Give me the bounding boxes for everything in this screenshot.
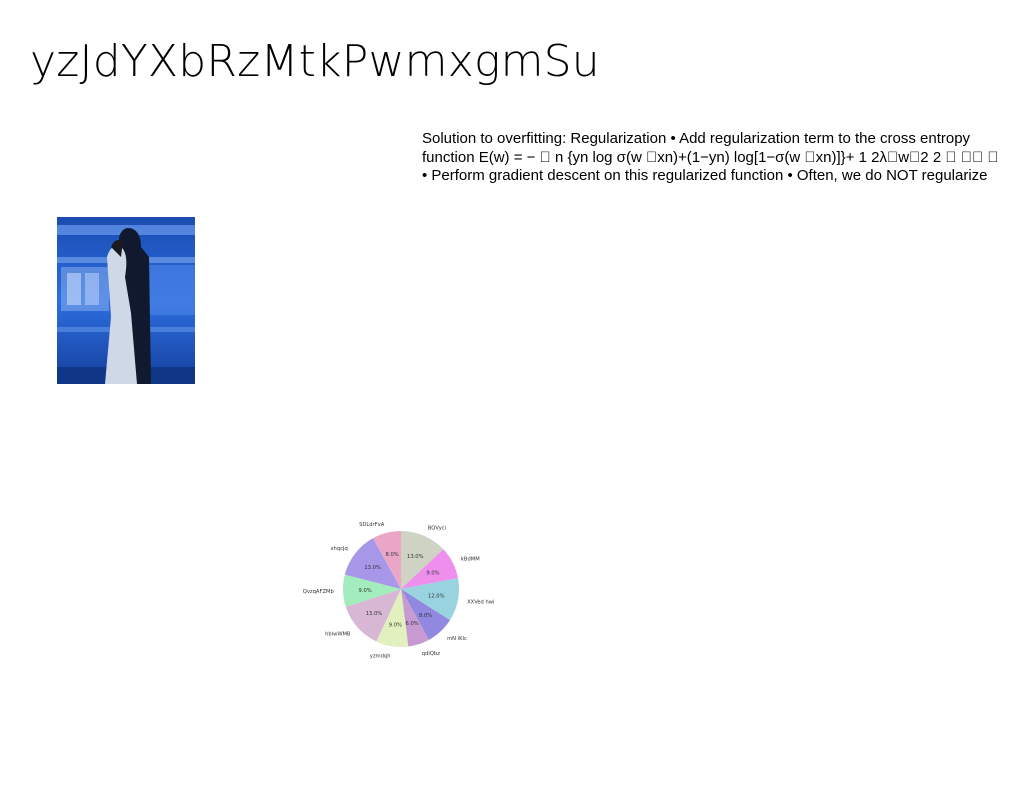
pie-pct-label: 12.0% [428,594,445,600]
pie-pct-label: 6.0% [406,621,419,627]
pie-pct-label: 8.0% [419,613,432,619]
photo-couple-train-platform-icon [57,217,195,384]
pie-pct-label: 9.0% [389,623,402,629]
pie-slice-BQVyci [401,531,444,589]
pie-slice-kBdMM [401,549,458,589]
pie-pct-label: 9.0% [359,588,372,594]
pie-slice-yzmdqh [376,589,409,647]
pie-category-label: yzmdqh [370,654,391,660]
pie-category-label: kBdMM [461,557,480,563]
slide-title: yzJdYXbRzMtkPwmxgmSu [30,36,600,87]
pie-pct-label: 8.0% [386,552,399,558]
pie-slice-qdlQbz [401,589,429,647]
pie-slice-SDLdrFvA [373,531,401,589]
body-line: Solution to overfitting: Regularization … [422,130,971,147]
pie-category-label: SDLdrFvA [359,522,385,528]
body-line: • Perform gradient descent on this regul… [422,167,988,184]
slide-photo [57,217,195,384]
pie-slice-hblwWMB [345,589,401,642]
pie-pct-label: 13.0% [366,611,383,617]
pie-pct-label: 13.0% [364,565,381,571]
pie-category-label: hblwWMB [325,632,351,638]
pie-pct-label: 9.0% [426,571,439,577]
pie-slice-xhqcJq [344,538,401,589]
pie-slice-QvzqAFZMb [343,574,401,607]
pie-slice-XXVed-hwi [401,578,459,621]
pie-category-label: BQVyci [428,525,446,531]
pie-category-label: qdlQbz [422,651,440,657]
pie-chart: 13.0% BQVyci 9.0% kBdMM 12.0% XXVed hwi 8.0% mN… [300,494,500,684]
pie-category-label: XXVed hwi [467,600,494,606]
pie-pct-label: 13.0% [407,554,424,560]
pie-category-label: QvzqAFZMb [303,589,335,595]
pie-chart-canvas: 13.0% BQVyci 9.0% kBdMM 12.0% XXVed hwi 8.0% mN… [303,522,495,660]
slide-body-text: Solution to overfitting: Regularization … [422,130,1024,186]
pie-category-label: xhqcJq [330,546,347,552]
body-line: function E(w) = −   n {yn log σ(w  xn)+(… [422,148,999,166]
pie-slice-mN-iKlc [401,589,450,640]
pie-category-label: mN iKlc [447,636,467,642]
